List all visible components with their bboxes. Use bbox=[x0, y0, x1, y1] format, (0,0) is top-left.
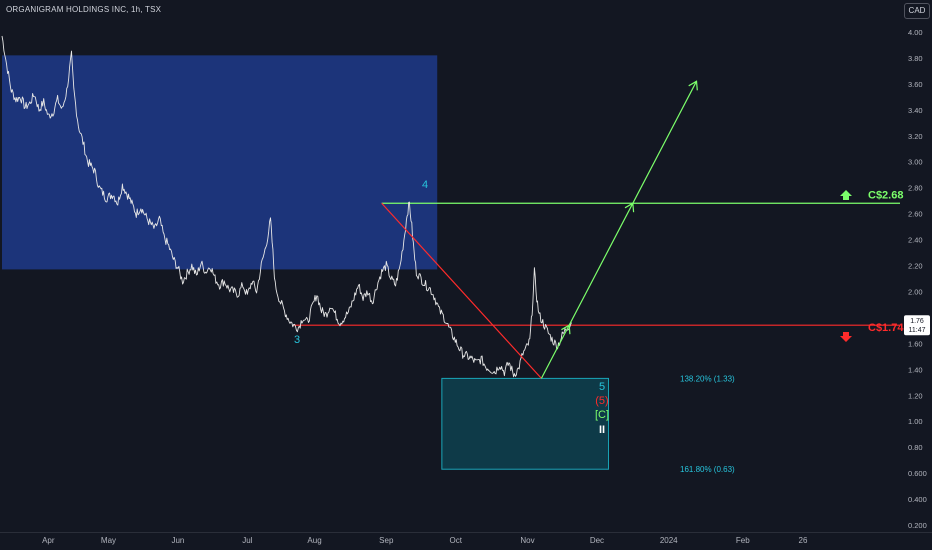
wave-5-red-label: (5) bbox=[595, 395, 608, 407]
zones-layer bbox=[2, 55, 610, 470]
down-arrow-icon bbox=[840, 332, 852, 342]
wave-ii-label: II bbox=[599, 424, 605, 436]
target-down-label: C$1.74 bbox=[868, 322, 904, 334]
price-series-layer bbox=[1, 35, 572, 378]
x-tick-label: Jul bbox=[242, 536, 252, 545]
y-tick-label: 0.80 bbox=[908, 443, 923, 452]
wave-5-label: 5 bbox=[599, 381, 605, 393]
y-tick-label: 2.60 bbox=[908, 210, 923, 219]
wave-4-label: 4 bbox=[422, 179, 428, 191]
y-tick-label: 1.20 bbox=[908, 391, 923, 400]
arrowhead-upper-icon bbox=[624, 202, 635, 213]
arrowhead-lower-icon bbox=[561, 324, 571, 335]
x-tick-label: Dec bbox=[590, 536, 604, 545]
y-tick-label: 2.80 bbox=[908, 184, 923, 193]
time-axis: Apr May Jun Jul Aug Sep Oct Nov Dec 2024 Feb 26 bbox=[42, 536, 808, 545]
current-price-tag bbox=[904, 315, 930, 336]
x-tick-label: Aug bbox=[307, 536, 321, 545]
wave-3-label: 3 bbox=[294, 334, 300, 346]
target-up-label: C$2.68 bbox=[868, 189, 903, 201]
x-tick-label: Nov bbox=[520, 536, 534, 545]
wave-labels-layer: 3 4 5 (5) [C] II 138.20% (1.33) 161.80% (0.63) C… bbox=[294, 179, 904, 474]
x-tick-label: Oct bbox=[450, 536, 463, 545]
y-tick-label: 3.00 bbox=[908, 158, 923, 167]
x-tick-label: 2024 bbox=[660, 536, 678, 545]
arrowhead-end-icon bbox=[688, 80, 698, 91]
x-tick-label: Jun bbox=[171, 536, 184, 545]
y-tick-label: 3.40 bbox=[908, 106, 923, 115]
time-axis-divider bbox=[0, 532, 932, 533]
teal-zone bbox=[441, 377, 610, 470]
up-arrow-icon bbox=[840, 190, 852, 200]
price-line bbox=[1, 35, 572, 378]
chart-title: ORGANIGRAM HOLDINGS INC, 1h, TSX bbox=[6, 5, 162, 14]
y-tick-label: 1.40 bbox=[908, 365, 923, 374]
y-tick-label: 4.00 bbox=[908, 28, 923, 37]
y-tick-label: 0.600 bbox=[908, 469, 927, 478]
price-axis: 4.00 3.80 3.60 3.40 3.20 3.00 2.80 2.60 2.40 2.20… bbox=[904, 28, 930, 530]
wave-projection-layer bbox=[381, 80, 698, 379]
projection-line bbox=[540, 81, 698, 379]
y-tick-label: 2.00 bbox=[908, 287, 923, 296]
wave-4-to-5-line bbox=[381, 202, 542, 379]
fib-161-label: 161.80% (0.63) bbox=[680, 465, 735, 474]
y-tick-label: 1.60 bbox=[908, 339, 923, 348]
fib-138-label: 138.20% (1.33) bbox=[680, 374, 735, 383]
y-tick-label: 2.40 bbox=[908, 236, 923, 245]
y-tick-label: 0.400 bbox=[908, 495, 927, 504]
x-tick-label: May bbox=[101, 536, 116, 545]
y-tick-label: 3.60 bbox=[908, 80, 923, 89]
y-tick-label: 3.20 bbox=[908, 132, 923, 141]
y-tick-label: 0.200 bbox=[908, 521, 927, 530]
y-tick-label: 1.00 bbox=[908, 417, 923, 426]
x-tick-label: Feb bbox=[736, 536, 750, 545]
y-tick-label: 2.20 bbox=[908, 262, 923, 271]
currency-badge[interactable]: CAD bbox=[904, 3, 930, 19]
x-tick-label: Apr bbox=[42, 536, 55, 545]
levels-layer bbox=[293, 202, 900, 326]
x-tick-label: 26 bbox=[799, 536, 808, 545]
x-tick-label: Sep bbox=[379, 536, 394, 545]
y-tick-label: 3.80 bbox=[908, 54, 923, 63]
current-price-value: 1.76 bbox=[910, 318, 924, 325]
wave-c-label: [C] bbox=[595, 409, 609, 421]
current-price-time: 11:47 bbox=[909, 327, 926, 334]
